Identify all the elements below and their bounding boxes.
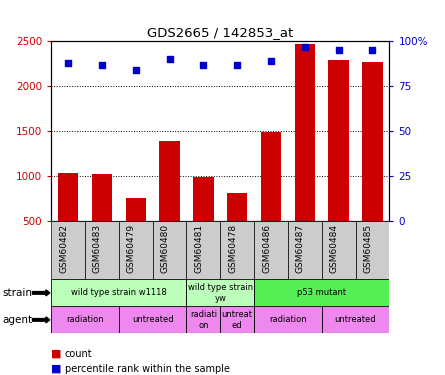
- Bar: [227, 194, 247, 266]
- Text: ■: ■: [51, 349, 62, 359]
- Bar: [295, 44, 315, 266]
- Bar: [322, 221, 356, 279]
- Bar: [254, 306, 322, 333]
- Text: percentile rank within the sample: percentile rank within the sample: [65, 364, 230, 374]
- Text: untreat
ed: untreat ed: [222, 310, 253, 330]
- Text: GSM60479: GSM60479: [127, 224, 136, 273]
- Text: wild type strain w1118: wild type strain w1118: [71, 288, 167, 297]
- Bar: [362, 62, 383, 266]
- Text: GSM60485: GSM60485: [364, 224, 372, 273]
- Bar: [254, 221, 288, 279]
- Bar: [119, 221, 153, 279]
- Text: count: count: [65, 349, 92, 359]
- Text: strain: strain: [2, 288, 32, 298]
- Text: GSM60487: GSM60487: [296, 224, 305, 273]
- Point: [335, 47, 342, 53]
- Point: [267, 58, 275, 64]
- Text: ■: ■: [51, 364, 62, 374]
- Text: GSM60481: GSM60481: [194, 224, 203, 273]
- Bar: [92, 174, 112, 266]
- Text: radiation: radiation: [269, 315, 307, 324]
- Text: radiati
on: radiati on: [190, 310, 217, 330]
- Text: GSM60478: GSM60478: [228, 224, 237, 273]
- Text: radiation: radiation: [66, 315, 104, 324]
- Point: [65, 60, 72, 66]
- Point: [132, 67, 139, 73]
- Bar: [159, 141, 180, 266]
- Bar: [186, 306, 220, 333]
- Title: GDS2665 / 142853_at: GDS2665 / 142853_at: [147, 26, 293, 39]
- Bar: [85, 221, 119, 279]
- Bar: [220, 221, 254, 279]
- Bar: [220, 306, 254, 333]
- Text: p53 mutant: p53 mutant: [297, 288, 346, 297]
- Text: wild type strain
yw: wild type strain yw: [188, 283, 253, 303]
- Text: untreated: untreated: [132, 315, 174, 324]
- Text: GSM60480: GSM60480: [161, 224, 170, 273]
- Point: [234, 62, 241, 68]
- Text: GSM60483: GSM60483: [93, 224, 102, 273]
- Bar: [322, 306, 389, 333]
- Bar: [51, 221, 85, 279]
- Bar: [51, 306, 119, 333]
- Bar: [186, 279, 254, 306]
- Bar: [119, 306, 186, 333]
- Bar: [261, 132, 281, 266]
- Point: [166, 56, 173, 62]
- Point: [98, 62, 105, 68]
- Text: GSM60484: GSM60484: [330, 224, 339, 273]
- Bar: [193, 177, 214, 266]
- Text: agent: agent: [2, 315, 32, 325]
- Bar: [186, 221, 220, 279]
- Bar: [356, 221, 389, 279]
- Text: untreated: untreated: [335, 315, 376, 324]
- Bar: [58, 172, 78, 266]
- Text: GSM60482: GSM60482: [59, 224, 68, 273]
- Bar: [153, 221, 186, 279]
- Point: [200, 62, 207, 68]
- Bar: [288, 221, 322, 279]
- Bar: [328, 60, 349, 266]
- Text: GSM60486: GSM60486: [262, 224, 271, 273]
- Bar: [51, 279, 186, 306]
- Bar: [125, 198, 146, 266]
- Point: [301, 44, 308, 50]
- Bar: [254, 279, 389, 306]
- Point: [369, 47, 376, 53]
